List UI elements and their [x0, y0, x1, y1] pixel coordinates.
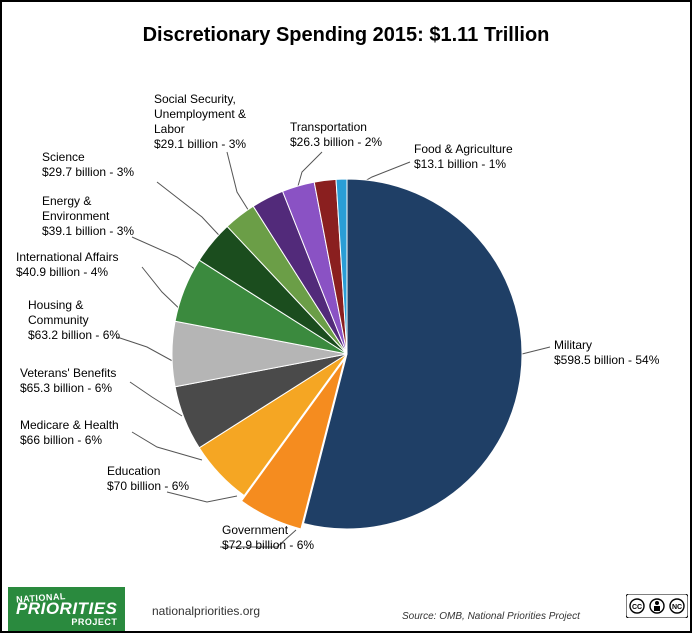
label-transport-line1: $26.3 billion - 2% — [290, 135, 382, 150]
label-housing-line1: Community — [28, 313, 120, 328]
label-military-line1: $598.5 billion - 54% — [554, 353, 659, 368]
svg-text:CC: CC — [632, 604, 642, 611]
label-education: Education$70 billion - 6% — [107, 464, 189, 494]
cc-license-icon: CC NC — [626, 594, 688, 618]
leader-medicare — [132, 432, 202, 460]
label-government-line1: $72.9 billion - 6% — [222, 538, 314, 553]
label-energy-line0: Energy & — [42, 194, 134, 209]
label-military-line0: Military — [554, 338, 659, 353]
label-government-line0: Government — [222, 523, 314, 538]
label-ssul-line3: $29.1 billion - 3% — [154, 137, 246, 152]
publisher-url: nationalpriorities.org — [152, 604, 260, 618]
label-ssul-line2: Labor — [154, 122, 246, 137]
label-housing-line2: $63.2 billion - 6% — [28, 328, 120, 343]
label-medicare-line1: $66 billion - 6% — [20, 433, 119, 448]
publisher-logo: NATIONAL PRIORITIES PROJECT — [8, 587, 125, 631]
svg-text:NC: NC — [672, 604, 682, 611]
label-medicare-line0: Medicare & Health — [20, 418, 119, 433]
label-ssul-line1: Unemployment & — [154, 107, 246, 122]
label-food: Food & Agriculture$13.1 billion - 1% — [414, 142, 513, 172]
label-energy-line2: $39.1 billion - 3% — [42, 224, 134, 239]
logo-line-3: PROJECT — [16, 617, 117, 627]
label-transport: Transportation$26.3 billion - 2% — [290, 120, 382, 150]
chart-frame: Discretionary Spending 2015: $1.11 Trill… — [0, 0, 692, 633]
label-intl: International Affairs$40.9 billion - 4% — [16, 250, 119, 280]
label-food-line0: Food & Agriculture — [414, 142, 513, 157]
label-science: Science$29.7 billion - 3% — [42, 150, 134, 180]
label-housing: Housing &Community$63.2 billion - 6% — [28, 298, 120, 343]
leader-veterans — [130, 382, 182, 416]
label-medicare: Medicare & Health$66 billion - 6% — [20, 418, 119, 448]
label-intl-line0: International Affairs — [16, 250, 119, 265]
label-veterans-line1: $65.3 billion - 6% — [20, 381, 116, 396]
label-education-line0: Education — [107, 464, 189, 479]
label-intl-line1: $40.9 billion - 4% — [16, 265, 119, 280]
label-ssul: Social Security,Unemployment &Labor$29.1… — [154, 92, 246, 152]
label-science-line0: Science — [42, 150, 134, 165]
label-energy: Energy &Environment$39.1 billion - 3% — [42, 194, 134, 239]
source-citation: Source: OMB, National Priorities Project — [402, 611, 580, 622]
label-transport-line0: Transportation — [290, 120, 382, 135]
label-energy-line1: Environment — [42, 209, 134, 224]
leader-housing — [117, 337, 178, 364]
label-military: Military$598.5 billion - 54% — [554, 338, 659, 368]
label-science-line1: $29.7 billion - 3% — [42, 165, 134, 180]
footer: NATIONAL PRIORITIES PROJECT nationalprio… — [2, 597, 690, 631]
label-government: Government$72.9 billion - 6% — [222, 523, 314, 553]
label-veterans-line0: Veterans' Benefits — [20, 366, 116, 381]
label-veterans: Veterans' Benefits$65.3 billion - 6% — [20, 366, 116, 396]
label-education-line1: $70 billion - 6% — [107, 479, 189, 494]
label-ssul-line0: Social Security, — [154, 92, 246, 107]
label-housing-line0: Housing & — [28, 298, 120, 313]
pie-chart — [2, 2, 692, 592]
leader-military — [522, 347, 550, 354]
label-food-line1: $13.1 billion - 1% — [414, 157, 513, 172]
